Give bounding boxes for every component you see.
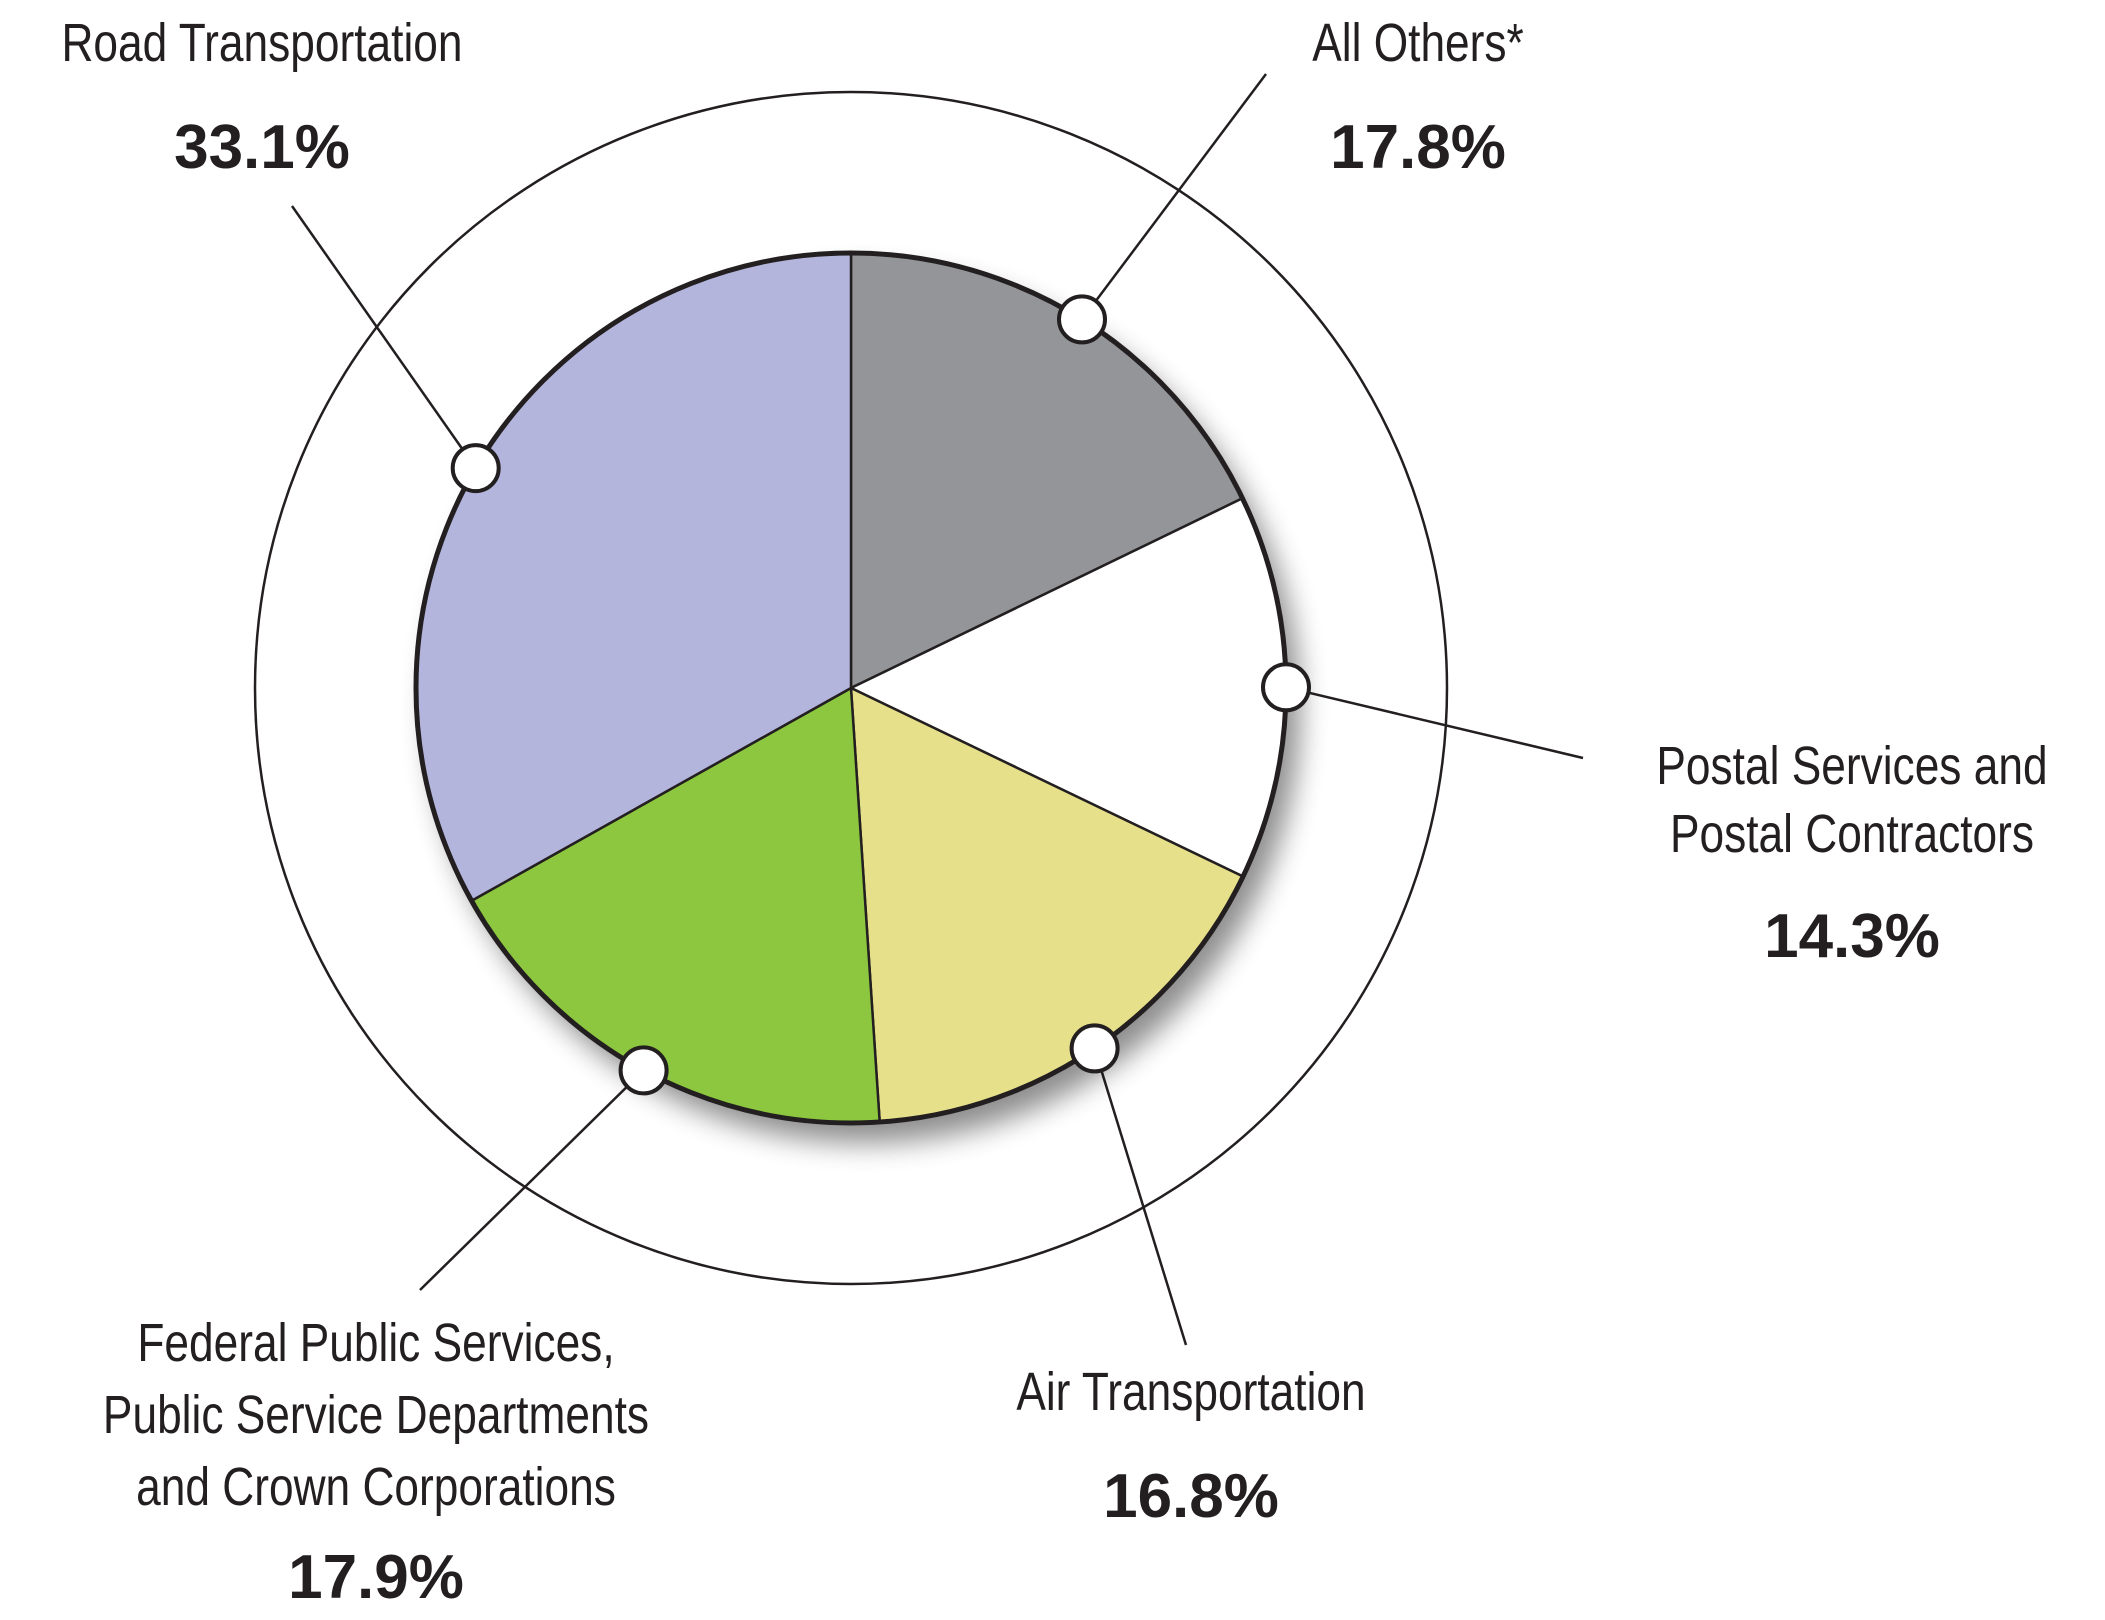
label-postal-services-value: 14.3%	[1764, 902, 1940, 971]
label-road-transportation-value: 33.1%	[174, 113, 350, 182]
label-postal-services-name: Postal Services and Postal Contractors	[1656, 736, 2047, 864]
callout-markers	[450, 294, 1311, 1096]
label-all-others-value: 17.8%	[1330, 113, 1506, 182]
label-all-others-name: All Others*	[1312, 13, 1524, 73]
leader-line-all-others	[1080, 73, 1268, 321]
leader-lines	[290, 73, 1584, 1346]
label-road-transportation-name: Road Transportation	[61, 13, 462, 73]
label-federal-public-services-name: Federal Public Services, Public Service D…	[103, 1313, 649, 1517]
callout-marker-road-transportation	[450, 443, 501, 494]
label-air-transportation-name: Air Transportation	[1016, 1362, 1365, 1422]
leader-line-air-transportation	[1093, 1048, 1188, 1346]
callout-labels: Road Transportation 33.1% All Others* 17…	[61, 13, 2047, 1612]
label-federal-public-services-value: 17.9%	[288, 1543, 464, 1612]
callout-marker-federal-public-services-public-service-departments-and-crown-corporations	[618, 1045, 669, 1096]
pie-slices	[414, 251, 1288, 1125]
label-air-transportation-value: 16.8%	[1103, 1462, 1279, 1531]
outer-ring	[253, 90, 1449, 1286]
callout-marker-air-transportation	[1069, 1023, 1120, 1074]
leader-line-postal-services-and-postal-contractors	[1285, 686, 1584, 760]
callout-marker-all-others	[1057, 294, 1107, 345]
callout-marker-postal-services-and-postal-contractors	[1261, 662, 1311, 713]
leader-line-road-transportation	[290, 205, 477, 469]
leader-line-federal-public-services-public-service-departments-and-crown-corporations	[419, 1069, 645, 1291]
